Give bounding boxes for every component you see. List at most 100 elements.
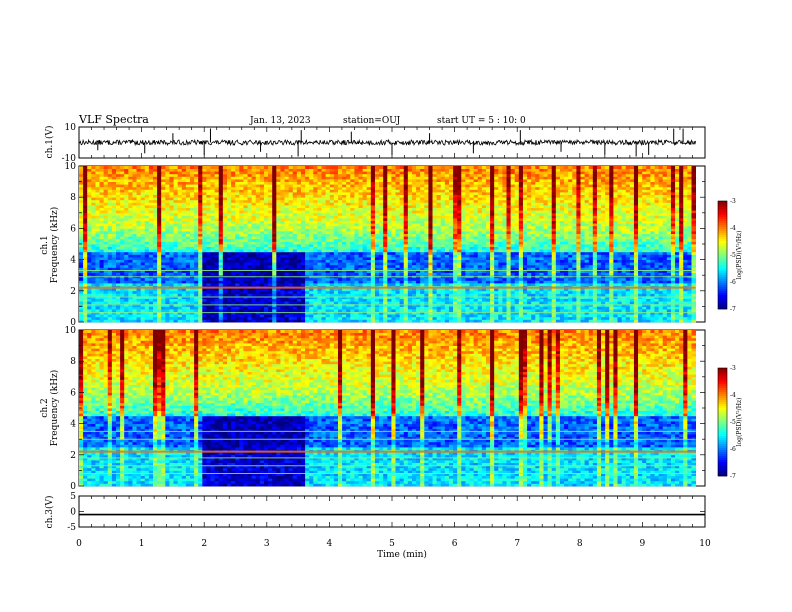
spectrogram-cell	[111, 267, 117, 271]
spectrogram-cell	[165, 238, 170, 242]
spectrogram-cell	[235, 270, 240, 273]
spectrogram-cell	[91, 202, 96, 206]
spectrogram-cell	[346, 270, 351, 273]
spectrogram-cell	[91, 171, 96, 175]
spectrogram-cell	[247, 319, 253, 323]
spectrogram-cell	[218, 192, 224, 195]
spectrogram-cell	[83, 293, 88, 297]
spectrogram-cell	[251, 168, 257, 172]
spectrogram-cell	[280, 218, 285, 221]
spectrogram-cell	[313, 220, 318, 224]
spectrogram-cell	[268, 249, 273, 253]
spectrogram-cell	[107, 259, 113, 263]
spectrogram-cell	[120, 257, 125, 260]
spectrogram-cell	[116, 319, 121, 323]
spectrogram-cell	[202, 251, 207, 255]
spectrogram-cell	[222, 186, 228, 190]
spectrogram-cell	[83, 280, 88, 284]
spectrogram-cell	[268, 202, 273, 206]
spectrogram-cell	[132, 202, 137, 206]
spectrogram-cell	[292, 199, 298, 203]
spectrogram-cell	[185, 236, 191, 240]
spectrogram-cell	[296, 259, 302, 263]
spectrogram-cell	[313, 199, 318, 203]
spectrogram-cell	[362, 184, 368, 188]
spectrogram-cell	[300, 228, 306, 232]
spectrogram-cell	[374, 225, 380, 229]
spectrogram-cell	[346, 186, 351, 190]
spectrogram-cell	[317, 280, 322, 284]
spectrogram-cell	[366, 251, 372, 255]
spectrogram-cell	[148, 244, 154, 247]
spectrogram-cell	[235, 231, 240, 234]
spectrogram-cell	[231, 280, 236, 284]
spectrogram-cell	[255, 316, 261, 320]
spectrogram-cell	[83, 189, 88, 193]
spectrogram-cell	[161, 283, 166, 286]
spectrogram-cell	[321, 236, 327, 240]
spectrogram-cell	[202, 249, 207, 253]
spectrogram-cell	[243, 316, 248, 320]
spectrogram-cell	[218, 176, 224, 180]
spectrogram-cell	[350, 249, 355, 253]
spectrogram-cell	[333, 233, 339, 237]
spectrogram-cell	[317, 218, 322, 221]
spectrogram-cell	[300, 179, 306, 182]
spectrogram-cell	[214, 264, 220, 268]
spectrogram-cell	[218, 210, 224, 214]
spectrogram-cell	[198, 199, 203, 203]
spectrogram-cell	[383, 288, 388, 292]
spectrogram-cell	[91, 259, 96, 263]
spectrogram-cell	[111, 244, 117, 247]
spectrogram-cell	[272, 314, 277, 318]
spectrogram-cell	[99, 171, 105, 175]
spectrogram-cell	[177, 166, 183, 169]
spectrogram-cell	[111, 259, 117, 263]
spectrogram-cell	[296, 215, 302, 219]
spectrogram-cell	[120, 236, 125, 240]
spectrogram-cell	[370, 283, 376, 286]
spectrogram-cell	[189, 202, 195, 206]
spectrogram-cell	[202, 205, 207, 208]
spectrogram-cell	[317, 246, 322, 250]
spectrogram-cell	[309, 179, 314, 182]
spectrogram-cell	[132, 306, 137, 310]
spectrogram-cell	[337, 223, 343, 227]
spectrogram-cell	[272, 194, 277, 198]
spectrogram-cell	[206, 264, 211, 268]
spectrogram-cell	[255, 264, 261, 268]
spectrogram-cell	[251, 283, 257, 286]
spectrogram-cell	[231, 244, 236, 247]
spectrogram-cell	[99, 218, 105, 221]
spectrogram-cell	[202, 173, 207, 177]
spectrogram-cell	[210, 298, 216, 302]
spectrogram-cell	[189, 249, 195, 253]
spectrogram-cell	[247, 283, 253, 286]
spectrogram-cell	[231, 225, 236, 229]
spectrogram-cell	[358, 168, 364, 172]
spectrogram-cell	[296, 293, 302, 297]
spectrogram-cell	[280, 168, 285, 172]
spectrogram-cell	[247, 241, 253, 245]
spectrogram-cell	[235, 207, 240, 211]
spectrogram-cell	[333, 186, 339, 190]
spectrogram-cell	[144, 277, 150, 281]
spectrogram-cell	[99, 179, 105, 182]
spectrogram-cell	[321, 181, 327, 185]
spectrogram-cell	[148, 262, 154, 266]
spectrogram-cell	[140, 290, 146, 294]
spectrogram-cell	[132, 241, 137, 245]
spectrogram-cell	[370, 306, 376, 310]
spectrogram-cell	[103, 314, 109, 318]
spectrogram-cell	[218, 225, 224, 229]
spectrogram-cell	[342, 314, 347, 318]
spectrogram-cell	[144, 267, 150, 271]
spectrogram-cell	[206, 236, 211, 240]
spectrogram-cell	[152, 238, 158, 242]
spectrogram-cell	[362, 293, 368, 297]
spectrogram-cell	[235, 181, 240, 185]
spectrogram-cell	[280, 223, 285, 227]
spectrogram-cell	[317, 319, 322, 323]
spectrogram-cell	[226, 249, 232, 253]
spectrogram-cell	[337, 238, 343, 242]
